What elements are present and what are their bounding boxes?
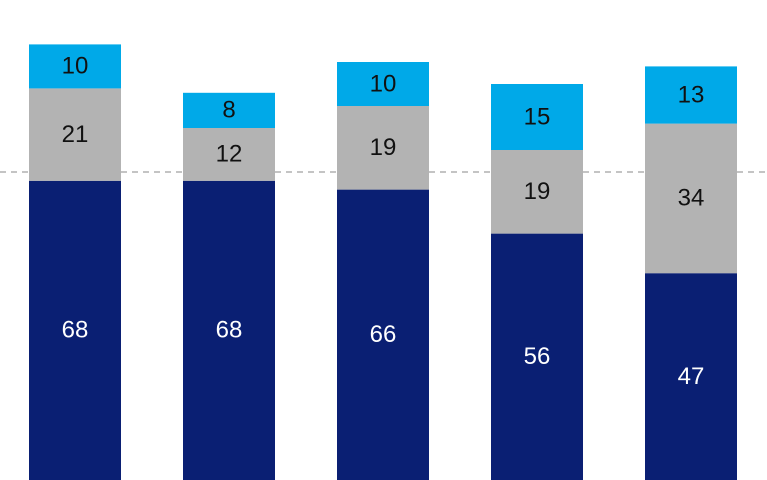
- data-label: 19: [370, 134, 397, 161]
- data-label: 68: [216, 317, 243, 344]
- data-label: 21: [62, 121, 89, 148]
- bar-segment: [645, 273, 737, 480]
- bar-segment: [337, 189, 429, 480]
- data-label: 34: [678, 185, 705, 212]
- bar-segment: [183, 128, 275, 181]
- bar-segment: [645, 123, 737, 274]
- bar-segment: [29, 44, 121, 89]
- data-label: 10: [62, 53, 89, 80]
- bar-segment: [337, 106, 429, 190]
- data-label: 13: [678, 81, 705, 108]
- bar-segment: [491, 233, 583, 480]
- bar-segment: [337, 62, 429, 106]
- bar-segment: [491, 150, 583, 234]
- data-label: 56: [524, 343, 551, 370]
- bar-segment: [491, 84, 583, 150]
- data-label: 12: [216, 141, 243, 168]
- data-label: 68: [62, 317, 89, 344]
- bar-segment: [645, 66, 737, 124]
- bar-segment: [183, 180, 275, 480]
- bar-segment: [29, 180, 121, 480]
- data-label: 10: [370, 70, 397, 97]
- bar-segment: [29, 88, 121, 181]
- data-label: 8: [222, 97, 235, 124]
- data-label: 15: [524, 103, 551, 130]
- bar-segment: [183, 92, 275, 128]
- data-label: 19: [524, 178, 551, 205]
- data-label: 47: [678, 363, 705, 390]
- data-label: 66: [370, 321, 397, 348]
